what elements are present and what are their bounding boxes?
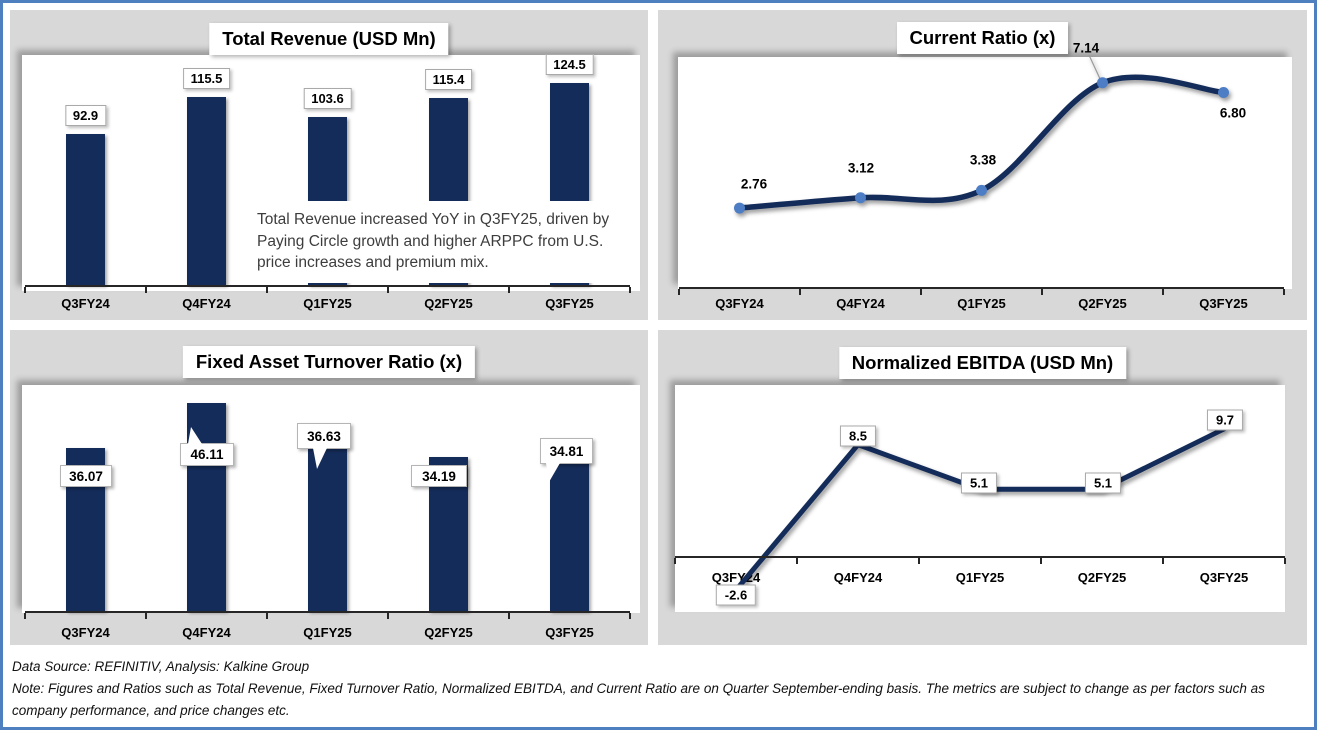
x-axis-label: Q4FY24: [182, 625, 231, 640]
data-label: 7.14: [1072, 40, 1100, 56]
data-label: -2.6: [715, 584, 757, 606]
axis-tick: [629, 287, 631, 293]
x-axis: [25, 285, 630, 287]
x-axis-label: Q1FY25: [955, 570, 1005, 585]
data-label: 3.12: [847, 160, 875, 176]
x-axis-label: Q1FY25: [957, 296, 1006, 311]
axis-tick: [508, 287, 510, 293]
x-axis-label: Q2FY25: [424, 296, 473, 311]
axis-tick: [1283, 289, 1285, 295]
data-label-callout: 46.11: [180, 443, 234, 466]
axis-tick: [145, 613, 147, 619]
panel-current-ratio: Current Ratio (x) 2.76 3.12 3.38 7.14 6.80 Q3…: [658, 10, 1307, 320]
bar: [187, 97, 226, 285]
x-axis-label: Q3FY24: [61, 296, 110, 311]
axis-tick: [918, 558, 920, 564]
data-label: 124.5: [545, 53, 594, 75]
x-axis: [675, 556, 1285, 558]
axis-tick: [1284, 558, 1286, 564]
data-label: 5.1: [960, 472, 998, 494]
axis-tick: [24, 613, 26, 619]
chart-title-total-revenue: Total Revenue (USD Mn): [209, 23, 449, 55]
x-axis-label: Q2FY25: [1077, 570, 1127, 585]
x-axis-label: Q2FY25: [424, 625, 473, 640]
x-axis: [25, 611, 630, 613]
x-axis-label: Q4FY24: [836, 296, 885, 311]
axis-tick: [266, 613, 268, 619]
axis-tick: [145, 287, 147, 293]
data-label-callout: 36.07: [60, 465, 112, 487]
axis-tick: [629, 613, 631, 619]
axis-tick: [266, 287, 268, 293]
data-source-note: Data Source: REFINITIV, Analysis: Kalkin…: [12, 659, 310, 674]
data-label-callout: 36.63: [297, 423, 351, 449]
data-label: 115.5: [182, 68, 231, 90]
x-axis-label: Q3FY25: [545, 296, 594, 311]
bar: [66, 134, 105, 285]
x-axis-label: Q3FY24: [711, 570, 761, 585]
axis-tick: [387, 613, 389, 619]
x-axis-label: Q3FY24: [715, 296, 764, 311]
axis-tick: [920, 289, 922, 295]
panel-total-revenue: Total Revenue (USD Mn) 92.9 115.5 103.6 115…: [10, 10, 648, 320]
panel-normalized-ebitda: Normalized EBITDA (USD Mn) Q3FY24 Q4FY24 Q…: [658, 330, 1307, 645]
axis-tick: [674, 558, 676, 564]
annotation-text: Total Revenue increased YoY in Q3FY25, d…: [245, 201, 639, 283]
footer: Data Source: REFINITIV, Analysis: Kalkin…: [12, 656, 1304, 722]
callout-tail: [546, 463, 560, 482]
axis-tick: [796, 558, 798, 564]
x-axis-label: Q3FY24: [61, 625, 110, 640]
x-axis-label: Q3FY25: [1199, 296, 1248, 311]
x-axis-label: Q2FY25: [1078, 296, 1127, 311]
x-axis-label: Q4FY24: [182, 296, 231, 311]
data-label: 3.38: [969, 152, 997, 168]
data-label: 8.5: [839, 425, 877, 447]
chart-title-normalized-ebitda: Normalized EBITDA (USD Mn): [838, 347, 1127, 379]
data-label-callout: 34.81: [540, 438, 593, 464]
data-label: 103.6: [303, 87, 352, 109]
axis-tick: [1041, 289, 1043, 295]
panel-fixed-asset-turnover: Fixed Asset Turnover Ratio (x) 36.07 46.1…: [10, 330, 648, 645]
axis-tick: [678, 289, 680, 295]
callout-tail: [188, 427, 202, 444]
data-label: 9.7: [1206, 409, 1244, 431]
chart-title-current-ratio: Current Ratio (x): [896, 22, 1069, 54]
x-axis-label: Q1FY25: [303, 296, 352, 311]
data-label: 92.9: [64, 105, 107, 127]
axis-tick: [799, 289, 801, 295]
callout-tail: [313, 448, 327, 469]
x-axis-label: Q3FY25: [545, 625, 594, 640]
disclaimer-note: Note: Figures and Ratios such as Total R…: [12, 681, 1265, 718]
data-label: 5.1: [1084, 472, 1122, 494]
x-axis-label: Q4FY24: [833, 570, 883, 585]
axis-tick: [24, 287, 26, 293]
x-axis-label: Q3FY25: [1199, 570, 1249, 585]
axis-tick: [508, 613, 510, 619]
data-label: 2.76: [740, 176, 768, 192]
x-axis: [679, 287, 1284, 289]
axis-tick: [1040, 558, 1042, 564]
x-axis-label: Q1FY25: [303, 625, 352, 640]
axis-tick: [1162, 289, 1164, 295]
axis-tick: [1162, 558, 1164, 564]
chart-title-fixed-asset-turnover: Fixed Asset Turnover Ratio (x): [182, 346, 476, 378]
data-label: 6.80: [1219, 105, 1247, 121]
bar: [308, 445, 347, 611]
data-label-callout: 34.19: [411, 465, 467, 487]
data-label: 115.4: [424, 68, 473, 90]
axis-tick: [387, 287, 389, 293]
plot-area: [678, 57, 1292, 289]
